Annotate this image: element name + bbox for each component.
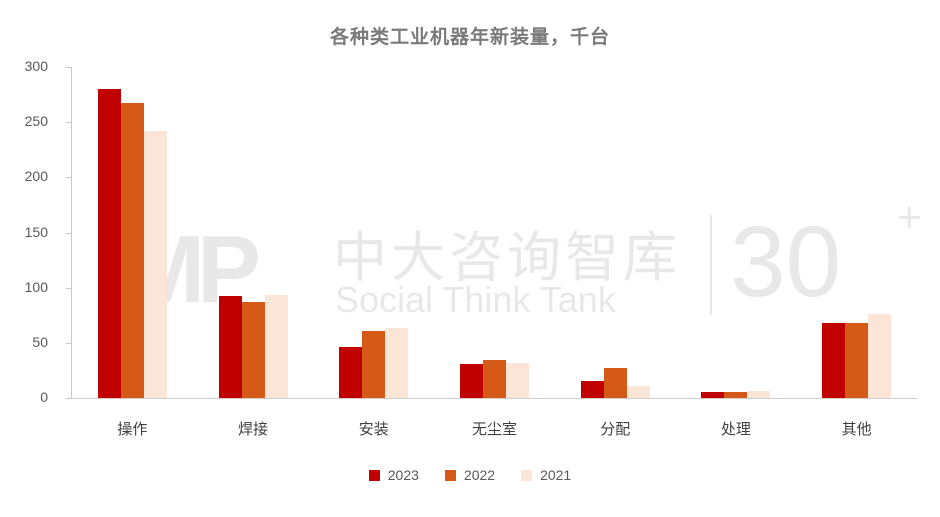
bar-2023 xyxy=(822,322,846,398)
bar-2021 xyxy=(626,385,650,398)
bar-2022 xyxy=(120,103,144,398)
bar-2021 xyxy=(143,130,167,398)
bar-2022 xyxy=(241,302,265,398)
legend-label: 2021 xyxy=(540,467,572,483)
x-category-label: 分配 xyxy=(600,420,631,438)
x-category-label: 处理 xyxy=(720,420,751,438)
bar-2021 xyxy=(506,362,529,398)
bar-2021 xyxy=(264,295,288,398)
legend-item-2021: 2021 xyxy=(521,467,571,483)
y-axis-line xyxy=(71,67,72,399)
x-category-label: 无尘室 xyxy=(471,420,517,438)
bar-2022 xyxy=(845,322,869,398)
bar-2023 xyxy=(460,363,483,398)
bar-2023 xyxy=(580,381,604,398)
bar-2021 xyxy=(868,314,892,398)
y-tick-label: 300 xyxy=(24,58,48,74)
y-tick-label: 50 xyxy=(32,333,48,350)
bar-2021 xyxy=(385,328,409,398)
legend-swatch-icon xyxy=(444,469,456,481)
bar-2022 xyxy=(724,392,748,398)
x-category-label: 焊接 xyxy=(238,420,269,438)
legend-swatch-icon xyxy=(368,469,380,481)
y-tick-label: 200 xyxy=(24,168,48,185)
legend-swatch-icon xyxy=(521,469,533,481)
legend-item-2023: 2023 xyxy=(368,467,419,483)
legend-label: 2023 xyxy=(387,467,419,483)
y-tick-label: 100 xyxy=(24,278,48,295)
y-tick-label: 0 xyxy=(40,389,48,405)
x-category-label: 安装 xyxy=(358,420,389,438)
y-tick-mark xyxy=(66,67,71,68)
x-category-label: 操作 xyxy=(117,420,148,438)
bar-2022 xyxy=(603,368,627,398)
y-tick-mark xyxy=(66,342,71,344)
y-tick-label: 250 xyxy=(24,113,48,130)
bar-2022 xyxy=(362,330,386,398)
legend-item-2022: 2022 xyxy=(444,467,496,483)
y-tick-mark xyxy=(66,232,71,234)
y-tick-mark xyxy=(66,122,71,124)
y-tick-mark xyxy=(66,177,71,179)
legend: 2023 2022 2021 xyxy=(0,467,940,483)
x-category-label: 其他 xyxy=(841,420,872,438)
legend-label: 2022 xyxy=(463,467,496,483)
y-tick-mark xyxy=(66,398,71,399)
bar-2023 xyxy=(339,347,363,398)
y-tick-mark xyxy=(66,287,71,289)
y-tick-label: 150 xyxy=(24,223,48,240)
bar-2023 xyxy=(218,296,242,398)
bar-2022 xyxy=(483,360,506,398)
x-axis-line xyxy=(71,398,917,399)
bar-2021 xyxy=(747,391,771,398)
chart-title: 各种类工业机器年新装量，千台 xyxy=(329,26,610,48)
bar-2023 xyxy=(701,392,725,398)
bar-2023 xyxy=(97,89,121,398)
